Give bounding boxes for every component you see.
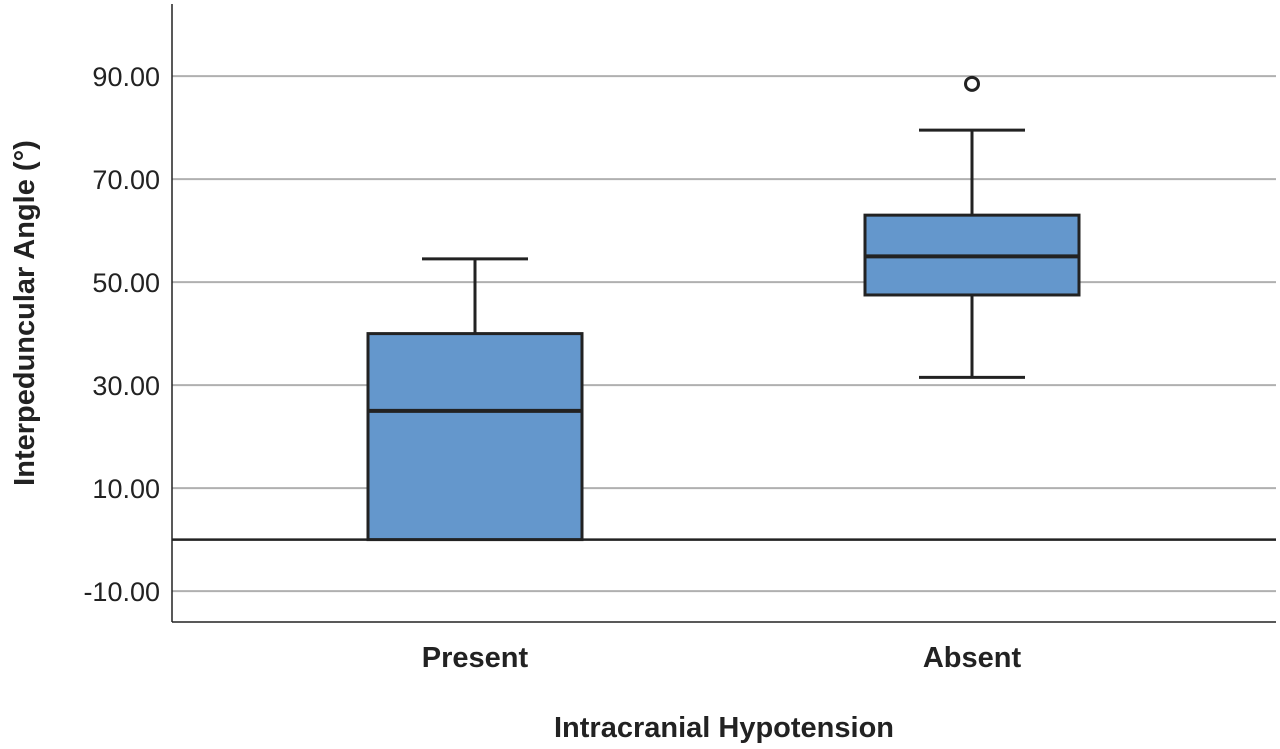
y-tick-label: 50.00	[92, 268, 160, 298]
x-category-labels: Present Absent	[422, 642, 1022, 674]
gridlines	[172, 75, 1276, 593]
y-tick-label: 70.00	[92, 165, 160, 195]
y-tick-label: 90.00	[92, 62, 160, 92]
boxes	[366, 75, 1081, 542]
y-tick-label: 30.00	[92, 371, 160, 401]
axes	[171, 4, 1276, 623]
box-iqr	[366, 332, 584, 542]
y-axis-title: Interpeduncular Angle (°)	[9, 140, 41, 486]
y-tick-labels: -10.00 10.00 30.00 50.00 70.00 90.00	[83, 62, 160, 607]
y-tick-label: -10.00	[83, 577, 160, 607]
box-absent	[863, 75, 1081, 379]
x-category-label: Absent	[923, 642, 1022, 674]
x-axis-title: Intracranial Hypotension	[554, 712, 894, 744]
outlier-point	[964, 75, 980, 92]
x-category-label: Present	[422, 642, 529, 674]
y-tick-label: 10.00	[92, 474, 160, 504]
box-present	[366, 257, 584, 542]
